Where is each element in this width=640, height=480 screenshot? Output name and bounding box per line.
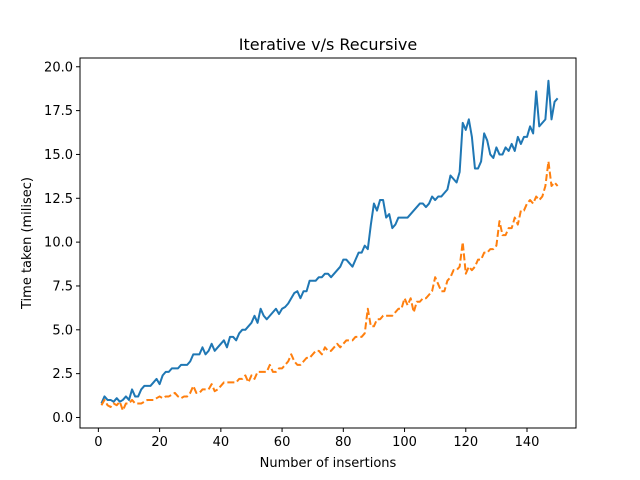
y-tick-label: 15.0 — [44, 148, 73, 163]
y-tick-label: 0.0 — [52, 411, 73, 426]
x-axis-label: Number of insertions — [260, 456, 397, 471]
x-tick-label: 20 — [151, 435, 168, 450]
y-tick-label: 12.5 — [44, 192, 73, 207]
x-tick-label: 120 — [453, 435, 478, 450]
y-tick-label: 2.5 — [52, 367, 73, 382]
chart-title: Iterative v/s Recursive — [239, 35, 417, 54]
y-tick-label: 17.5 — [44, 104, 73, 119]
series-group — [100, 79, 559, 412]
y-axis: 0.0 2.5 5.0 7.5 10.0 12.5 15.0 17.5 20.0 — [44, 60, 80, 426]
x-axis: 0 20 40 60 80 100 120 140 — [94, 428, 539, 450]
y-axis-label: Time taken (milisec) — [20, 177, 35, 310]
plot-frame — [79, 57, 577, 429]
y-tick-label: 10.0 — [44, 236, 73, 251]
y-tick-label: 20.0 — [44, 60, 73, 75]
x-tick-label: 60 — [274, 435, 291, 450]
plot-area — [79, 57, 577, 429]
x-tick-label: 100 — [392, 435, 417, 450]
x-tick-label: 80 — [335, 435, 352, 450]
y-tick-label: 7.5 — [52, 279, 73, 294]
y-tick-label: 5.0 — [52, 323, 73, 338]
series-line-1 — [100, 79, 559, 404]
x-tick-label: 140 — [515, 435, 540, 450]
x-tick-label: 40 — [213, 435, 230, 450]
series-line-2 — [100, 160, 559, 412]
x-tick-label: 0 — [94, 435, 102, 450]
